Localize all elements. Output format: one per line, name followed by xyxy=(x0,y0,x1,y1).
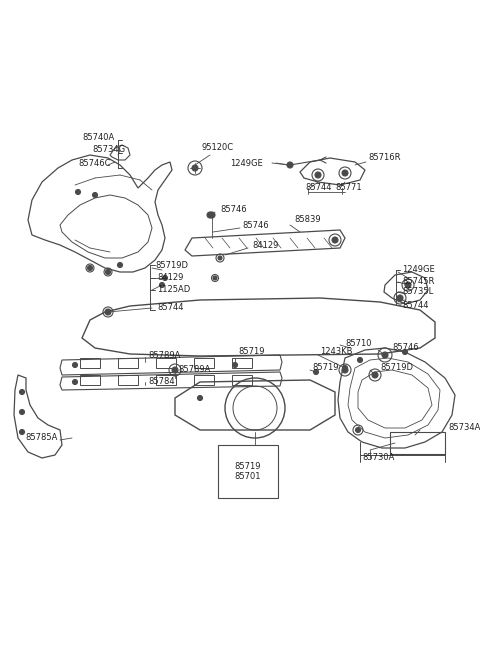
Text: 85735L: 85735L xyxy=(402,288,433,297)
Text: 85719: 85719 xyxy=(238,348,264,356)
Circle shape xyxy=(75,189,81,195)
Circle shape xyxy=(342,367,348,373)
Text: 85784: 85784 xyxy=(148,377,175,386)
Circle shape xyxy=(159,282,165,288)
Text: 1125AD: 1125AD xyxy=(157,286,190,295)
Text: 85785A: 85785A xyxy=(25,434,58,443)
Text: 85719D: 85719D xyxy=(380,364,413,373)
Circle shape xyxy=(232,362,238,367)
Circle shape xyxy=(72,362,77,367)
Circle shape xyxy=(343,365,348,371)
Text: 85719D: 85719D xyxy=(155,261,188,269)
Text: 85745R: 85745R xyxy=(402,278,434,286)
Circle shape xyxy=(163,276,168,280)
Text: 85789A: 85789A xyxy=(148,350,180,360)
Text: 1249GE: 1249GE xyxy=(230,159,263,168)
Circle shape xyxy=(287,162,293,168)
Text: 1249GE: 1249GE xyxy=(402,265,435,274)
Circle shape xyxy=(87,265,93,271)
Circle shape xyxy=(20,430,24,434)
Circle shape xyxy=(405,282,411,288)
Text: 85839: 85839 xyxy=(294,215,321,225)
Circle shape xyxy=(342,170,348,176)
Circle shape xyxy=(382,352,388,358)
Text: 85746C: 85746C xyxy=(78,159,110,168)
Text: 85744: 85744 xyxy=(305,183,332,193)
Circle shape xyxy=(313,369,319,375)
Circle shape xyxy=(20,409,24,415)
Text: 85744: 85744 xyxy=(157,303,183,312)
Text: 85746: 85746 xyxy=(392,343,419,352)
Text: 85746: 85746 xyxy=(242,221,269,231)
Text: 85771: 85771 xyxy=(335,183,361,193)
Text: 84129: 84129 xyxy=(157,274,183,282)
Text: 95120C: 95120C xyxy=(202,143,234,153)
Text: 1243KB: 1243KB xyxy=(320,348,352,356)
Circle shape xyxy=(106,269,110,274)
Circle shape xyxy=(315,172,321,178)
Circle shape xyxy=(397,295,403,301)
Text: 85744: 85744 xyxy=(402,301,429,310)
Circle shape xyxy=(403,350,408,354)
Circle shape xyxy=(213,276,217,280)
Circle shape xyxy=(172,367,178,373)
Text: 85730A: 85730A xyxy=(362,453,395,462)
Circle shape xyxy=(207,212,213,218)
Text: 85719
85701: 85719 85701 xyxy=(235,462,261,481)
Circle shape xyxy=(197,396,203,400)
Text: 85734G: 85734G xyxy=(92,145,125,155)
Circle shape xyxy=(358,358,362,362)
Circle shape xyxy=(372,372,378,378)
Circle shape xyxy=(192,165,198,171)
Circle shape xyxy=(72,379,77,384)
Circle shape xyxy=(93,193,97,198)
Text: 85719: 85719 xyxy=(312,364,338,373)
Text: 85710: 85710 xyxy=(345,339,372,348)
Circle shape xyxy=(218,256,222,260)
Text: 85734A: 85734A xyxy=(448,424,480,432)
Text: 84129: 84129 xyxy=(252,240,278,250)
Circle shape xyxy=(20,390,24,394)
Text: 85740A: 85740A xyxy=(82,132,114,141)
Circle shape xyxy=(356,428,360,432)
Circle shape xyxy=(105,309,111,315)
Text: 85746: 85746 xyxy=(220,206,247,214)
Text: 85716R: 85716R xyxy=(368,153,400,162)
Text: 85789A: 85789A xyxy=(178,365,210,375)
Circle shape xyxy=(118,263,122,267)
Circle shape xyxy=(209,212,215,218)
Circle shape xyxy=(332,237,338,243)
